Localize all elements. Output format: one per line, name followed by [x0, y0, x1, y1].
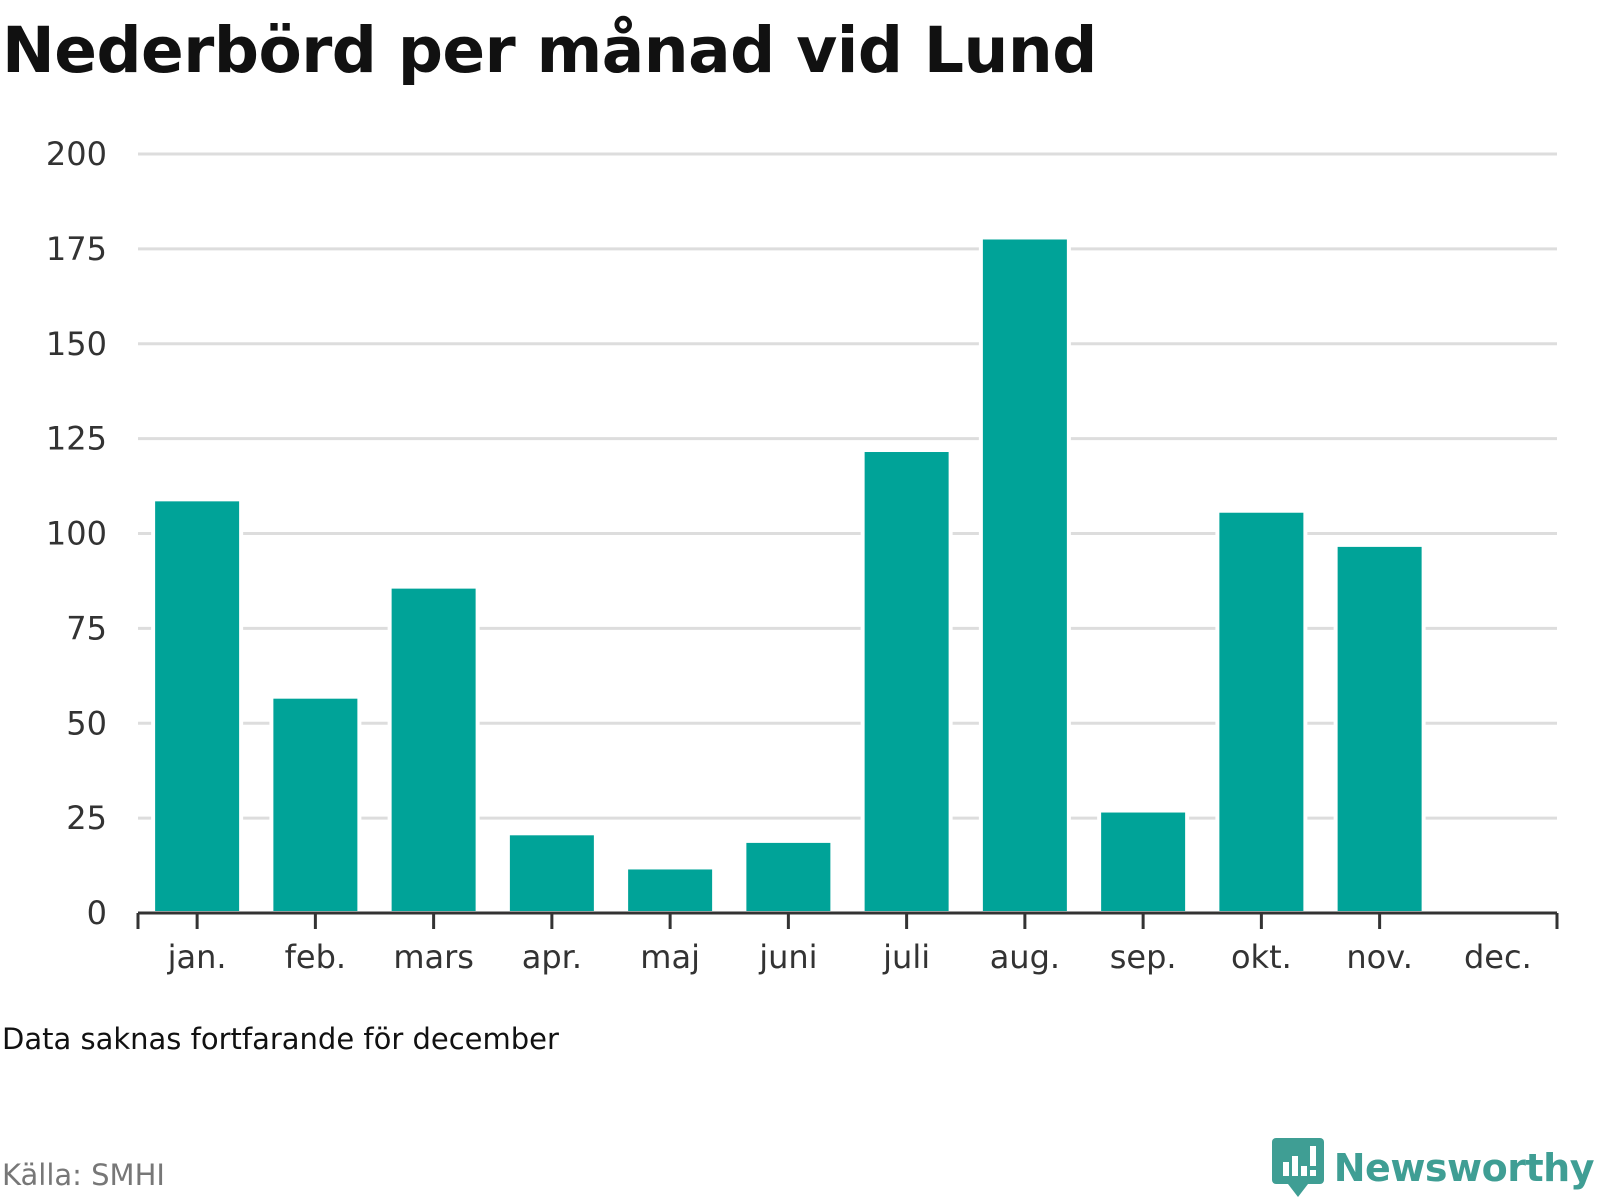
brand-logo: Newsworthy — [1271, 1138, 1595, 1198]
x-tick-label: nov. — [1346, 938, 1412, 976]
x-axis — [136, 911, 1559, 929]
x-tick-label: aug. — [990, 938, 1060, 976]
chart-title: Nederbörd per månad vid Lund — [2, 14, 1097, 87]
y-tick-label: 25 — [66, 799, 107, 837]
x-tick-label: juli — [882, 938, 930, 976]
bar — [269, 694, 362, 915]
bar — [387, 584, 480, 915]
y-tick-label: 150 — [46, 325, 107, 363]
bar — [978, 235, 1071, 916]
bar — [624, 865, 717, 916]
bar — [1097, 808, 1190, 915]
x-tick-label: sep. — [1110, 938, 1177, 976]
brand-name: Newsworthy — [1333, 1146, 1595, 1190]
y-tick-label: 200 — [46, 135, 107, 173]
y-tick-label: 125 — [46, 420, 107, 458]
y-tick-label: 100 — [46, 515, 107, 553]
y-tick-label: 175 — [46, 230, 107, 268]
bar — [151, 497, 244, 915]
gridlines — [138, 152, 1557, 820]
bar — [860, 448, 953, 915]
bars — [151, 235, 1426, 916]
x-tick-label: jan. — [167, 938, 227, 976]
x-tick-label: okt. — [1231, 938, 1292, 976]
x-tick-label: juni — [758, 938, 817, 976]
x-axis-ticks: jan. feb. mars apr. maj juni juli aug. sep. okt. n… — [167, 938, 1532, 976]
x-tick-label: mars — [393, 938, 474, 976]
bar — [505, 831, 598, 915]
y-axis-ticks: 0 25 50 75 100 125 150 175 200 — [46, 135, 107, 932]
source-label: Källa: SMHI — [2, 1158, 165, 1192]
x-tick-label: apr. — [522, 938, 582, 976]
x-tick-label: feb. — [285, 938, 346, 976]
bar — [742, 838, 835, 916]
y-tick-label: 75 — [66, 609, 107, 647]
newsworthy-logo-icon — [1271, 1138, 1324, 1197]
y-tick-label: 50 — [66, 704, 107, 742]
x-tick-label: dec. — [1464, 938, 1532, 976]
bar — [1333, 542, 1426, 915]
bar — [1215, 508, 1308, 915]
bar-chart: 0 25 50 75 100 125 150 175 200 jan. feb. mars apr. m… — [46, 135, 1559, 976]
y-tick-label: 0 — [87, 894, 107, 932]
x-tick-label: maj — [640, 938, 700, 976]
chart-note: Data saknas fortfarande för december — [2, 1022, 559, 1056]
